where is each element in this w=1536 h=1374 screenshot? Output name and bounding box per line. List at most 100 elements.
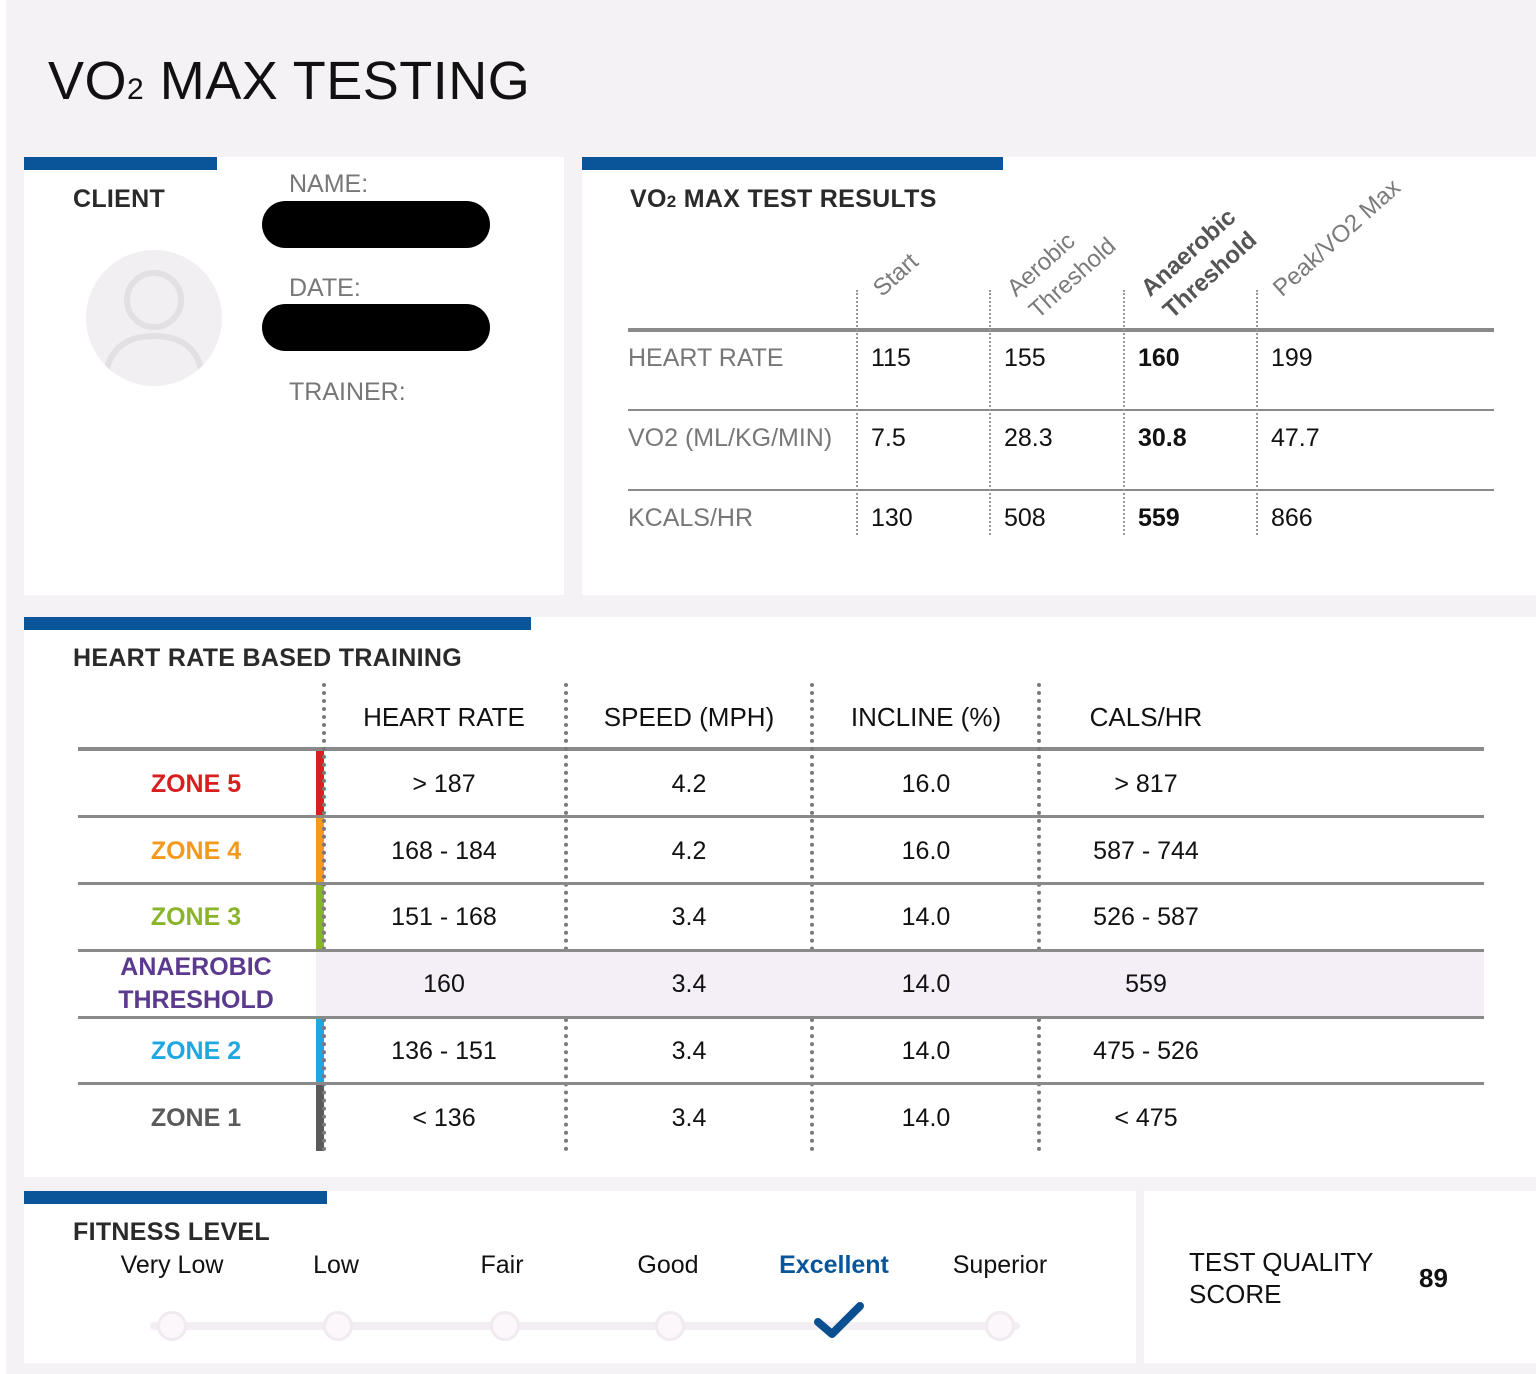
fitness-level-selected: Excellent (779, 1251, 889, 1279)
results-cell: 160 (1138, 344, 1180, 372)
threshold-label-line1: ANAEROBIC (120, 953, 272, 981)
results-cell: 199 (1271, 344, 1313, 372)
results-cell: 155 (1004, 344, 1046, 372)
avatar-icon (86, 250, 222, 386)
fitness-panel (24, 1191, 1136, 1363)
zone-cell: 14.0 (901, 1037, 951, 1065)
results-row-line-2 (628, 489, 1494, 491)
zone-cell: 151 - 168 (391, 903, 497, 931)
training-panel (24, 617, 1536, 1177)
results-header-line (628, 328, 1494, 332)
zone-cell: < 475 (1114, 1104, 1178, 1132)
date-label: DATE: (289, 274, 361, 302)
results-row-line-1 (628, 409, 1494, 411)
quality-panel (1144, 1191, 1536, 1363)
zone-cell: 160 (423, 970, 465, 998)
zone2-label: ZONE 2 (150, 1037, 242, 1065)
results-cell: 115 (871, 344, 911, 372)
results-panel-bar (582, 157, 1003, 170)
zone-cell: 16.0 (901, 770, 951, 798)
header-incline: INCLINE (%) (850, 702, 1002, 732)
zone-cell: 14.0 (901, 970, 951, 998)
results-col-divider-4 (1256, 290, 1258, 535)
zone-cell: 136 - 151 (391, 1037, 497, 1065)
zone-row-line (78, 1082, 1484, 1085)
zone-cell: 3.4 (671, 1037, 707, 1065)
date-redaction (262, 304, 490, 351)
results-cell: 130 (871, 504, 913, 532)
zone-cell: 587 - 744 (1093, 837, 1199, 865)
fitness-level: Very Low (120, 1251, 224, 1279)
zone1-label: ZONE 1 (150, 1104, 242, 1132)
name-redaction (262, 201, 490, 248)
zone-cell: 14.0 (901, 903, 951, 931)
results-cell: 866 (1271, 504, 1313, 532)
zone-cell: > 817 (1114, 770, 1178, 798)
zone-cell: 3.4 (671, 970, 707, 998)
zone-row-line (78, 882, 1484, 885)
results-cell: 28.3 (1004, 424, 1053, 452)
results-col-divider-3 (1123, 290, 1125, 535)
zone-cell: < 136 (412, 1104, 476, 1132)
zone-cell: 559 (1125, 970, 1167, 998)
zone-row-line (78, 1016, 1484, 1019)
fitness-level: Good (637, 1251, 699, 1279)
quality-label-line1: TEST QUALITY (1189, 1247, 1374, 1277)
zone-cell: 3.4 (671, 903, 707, 931)
results-row-label: HEART RATE (628, 344, 784, 372)
checkmark-icon (814, 1300, 866, 1342)
header-heart-rate: HEART RATE (363, 702, 525, 732)
client-panel-bar (24, 157, 217, 170)
zone-cell: 4.2 (671, 770, 707, 798)
threshold-label-line2: THRESHOLD (118, 986, 274, 1014)
quality-score-value: 89 (1419, 1263, 1448, 1293)
zone-cell: > 187 (412, 770, 476, 798)
fitness-scale-line (150, 1322, 1020, 1330)
training-panel-bar (24, 617, 531, 630)
training-heading: HEART RATE BASED TRAINING (73, 644, 462, 672)
name-label: NAME: (289, 170, 369, 198)
zone-cell: 4.2 (671, 837, 707, 865)
zone5-label: ZONE 5 (150, 770, 242, 798)
zone-cell: 168 - 184 (391, 837, 497, 865)
results-heading: VO2 MAX TEST RESULTS (630, 185, 937, 213)
fitness-scale-dot (323, 1311, 353, 1341)
zone4-color-bar (316, 818, 324, 882)
trainer-label: TRAINER: (289, 378, 406, 406)
page-title: VO2 MAX TESTING (48, 51, 531, 111)
fitness-level: Low (313, 1251, 359, 1279)
header-speed: SPEED (MPH) (603, 702, 775, 732)
results-panel (582, 157, 1536, 595)
fitness-panel-bar (24, 1191, 327, 1204)
results-col-divider-1 (856, 290, 858, 535)
fitness-level: Fair (480, 1251, 524, 1279)
fitness-scale-dot (655, 1311, 685, 1341)
fitness-scale-dot (985, 1311, 1015, 1341)
results-cell: 47.7 (1271, 424, 1320, 452)
zone5-color-bar (316, 751, 324, 816)
zone-cell: 526 - 587 (1093, 903, 1199, 931)
zone3-color-bar (316, 884, 324, 949)
zone-row-line (78, 815, 1484, 818)
zone-cell: 475 - 526 (1093, 1037, 1199, 1065)
fitness-scale-dot (157, 1311, 187, 1341)
zone3-label: ZONE 3 (150, 903, 242, 931)
fitness-level: Superior (952, 1251, 1048, 1279)
client-heading: CLIENT (73, 185, 166, 213)
zone-cell: 16.0 (901, 837, 951, 865)
results-cell: 7.5 (871, 424, 906, 452)
zone-row-line (78, 949, 1484, 952)
zone2-color-bar (316, 1018, 324, 1083)
results-cell: 508 (1004, 504, 1046, 532)
header-cals: CALS/HR (1089, 702, 1203, 732)
training-header-line (78, 747, 1484, 751)
results-cell: 559 (1138, 504, 1180, 532)
zone-cell: 14.0 (901, 1104, 951, 1132)
zone-cell: 3.4 (671, 1104, 707, 1132)
fitness-heading: FITNESS LEVEL (73, 1218, 270, 1246)
zone1-color-bar (316, 1085, 324, 1151)
threshold-row-bg (316, 951, 1484, 1017)
zone4-label: ZONE 4 (150, 837, 242, 865)
fitness-scale-dot (490, 1311, 520, 1341)
results-row-label: VO2 (ML/KG/MIN) (628, 424, 833, 452)
